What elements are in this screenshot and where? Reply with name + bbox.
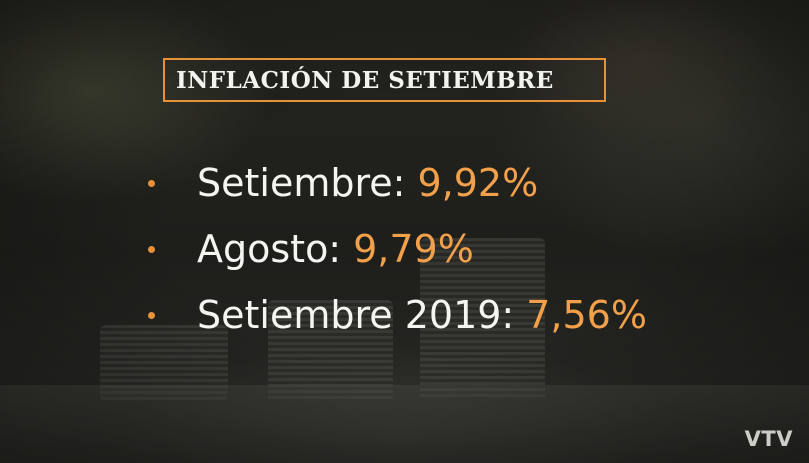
bullet-icon: [148, 311, 155, 319]
item-value: 7,56%: [526, 293, 647, 337]
background-ground: [0, 385, 809, 463]
inflation-list: Setiembre: 9,92% Agosto: 9,79% Setiembre…: [148, 150, 647, 348]
item-label: Setiembre 2019:: [197, 293, 515, 337]
channel-logo: VTV: [744, 427, 793, 451]
list-item: Setiembre: 9,92%: [148, 150, 647, 216]
page-title: INFLACIÓN DE SETIEMBRE: [176, 66, 554, 94]
coin-stack: [268, 300, 393, 400]
item-label: Setiembre:: [197, 161, 406, 205]
item-label: Agosto:: [197, 227, 342, 271]
item-value: 9,79%: [353, 227, 474, 271]
item-value: 9,92%: [417, 161, 539, 205]
list-item: Setiembre 2019: 7,56%: [148, 282, 647, 348]
bullet-icon: [148, 245, 155, 253]
title-box: INFLACIÓN DE SETIEMBRE: [163, 58, 606, 102]
coin-stack: [420, 238, 545, 400]
bullet-icon: [148, 179, 155, 187]
list-item: Agosto: 9,79%: [148, 216, 647, 282]
